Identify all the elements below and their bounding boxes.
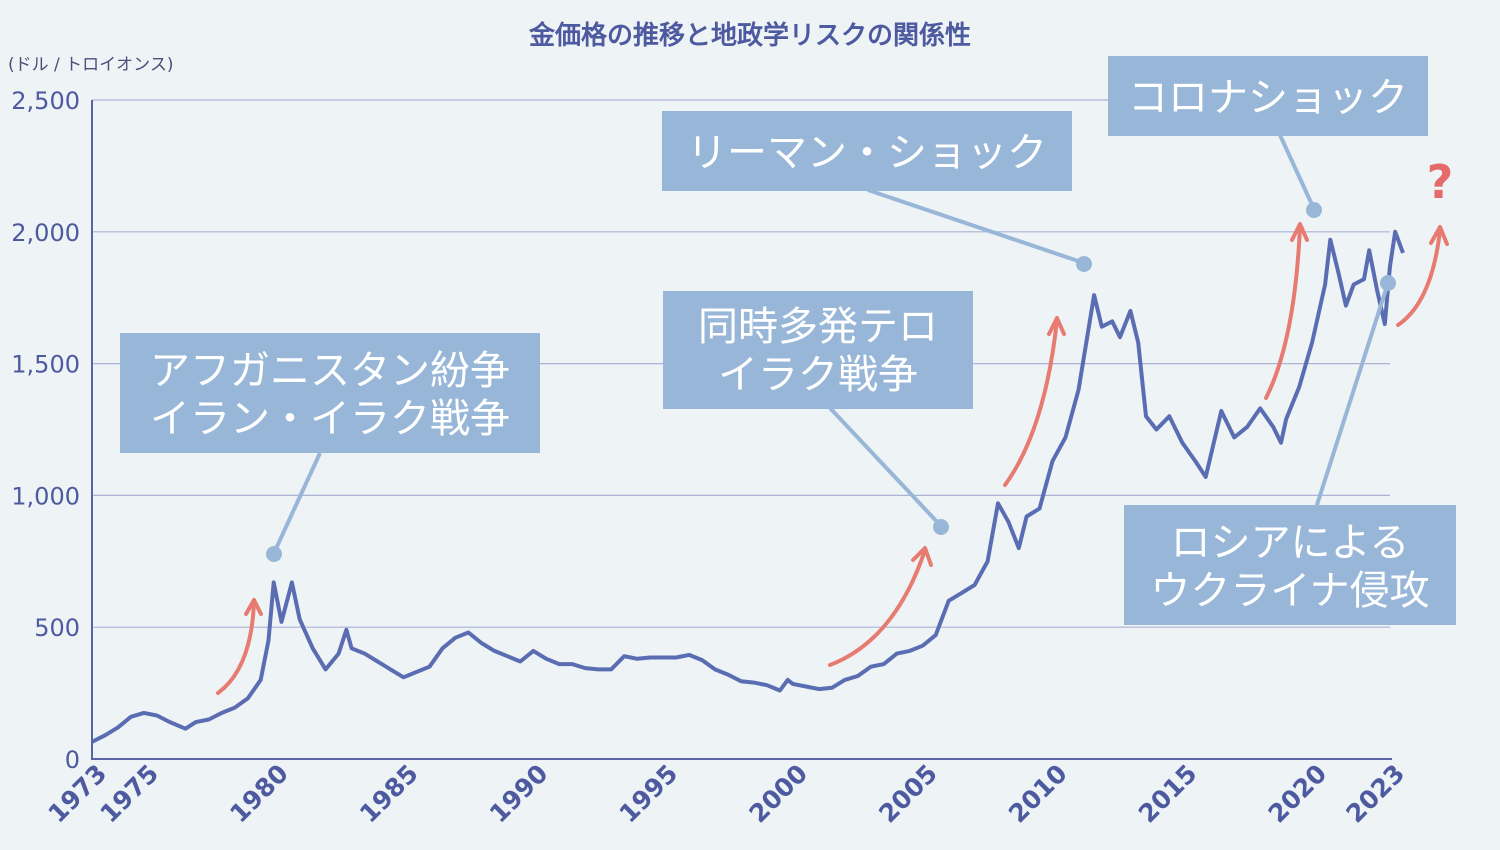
arrow-future bbox=[1396, 228, 1442, 327]
annotation-line: コロナショック bbox=[1128, 75, 1408, 121]
arrow-2008-head bbox=[1047, 316, 1066, 336]
y-tick-label: 0 bbox=[65, 746, 80, 774]
x-tick-label: 1995 bbox=[614, 759, 684, 829]
annotation-lehman: リーマン・ショック bbox=[662, 111, 1072, 191]
arrow-1979-head bbox=[244, 598, 263, 616]
leader-dot-terror bbox=[933, 519, 949, 535]
annotation-line: アフガニスタン紛争 bbox=[150, 348, 510, 394]
arrow-1979 bbox=[216, 598, 256, 695]
annotation-line: イラク戦争 bbox=[718, 352, 918, 398]
annotation-box bbox=[1124, 505, 1456, 625]
chart-title: 金価格の推移と地政学リスクの関係性 bbox=[528, 20, 971, 51]
annotation-line: ウクライナ侵攻 bbox=[1150, 568, 1429, 614]
x-tick-label: 1990 bbox=[484, 759, 554, 829]
annotation-box bbox=[1108, 56, 1428, 136]
arrow-2020-head bbox=[1290, 222, 1309, 242]
annotation-afghan: アフガニスタン紛争 イラン・イラク戦争 bbox=[120, 333, 540, 453]
leader-dot-afghan bbox=[266, 546, 282, 562]
annotation-leaders bbox=[266, 134, 1396, 562]
question-mark: ? bbox=[1427, 155, 1454, 209]
x-tick-label: 1975 bbox=[94, 759, 164, 829]
annotation-box bbox=[663, 291, 973, 409]
annotation-corona: コロナショック bbox=[1108, 56, 1428, 136]
leader-corona bbox=[1278, 134, 1316, 210]
y-tick-label: 2,000 bbox=[11, 219, 80, 247]
gold-price-series bbox=[91, 229, 1405, 744]
annotation-box bbox=[120, 333, 540, 453]
x-tick-label: 1980 bbox=[224, 759, 294, 829]
y-unit-label: (ドル / トロイオンス) bbox=[8, 55, 173, 75]
arrow-2008 bbox=[1003, 318, 1059, 487]
x-tick-label: 2015 bbox=[1133, 759, 1203, 829]
y-tick-label: 2,500 bbox=[11, 87, 80, 115]
y-tick-label: 500 bbox=[34, 614, 80, 642]
arrow-future-head bbox=[1429, 225, 1449, 246]
annotation-box bbox=[662, 111, 1072, 191]
x-tick-label: 2010 bbox=[1003, 759, 1073, 829]
annotation-line: 同時多発テロ bbox=[698, 304, 938, 350]
leader-dot-lehman bbox=[1076, 256, 1092, 272]
annotation-line: イラン・イラク戦争 bbox=[150, 396, 510, 442]
x-tick-label: 2005 bbox=[873, 759, 943, 829]
x-tick-label: 2023 bbox=[1341, 759, 1411, 829]
annotation-ukraine: ロシアによる ウクライナ侵攻 bbox=[1124, 505, 1456, 625]
trend-arrows bbox=[216, 222, 1449, 695]
x-tick-label: 2020 bbox=[1263, 759, 1333, 829]
annotation-terror: 同時多発テロ イラク戦争 bbox=[663, 291, 973, 409]
x-tick-label: 1985 bbox=[354, 759, 424, 829]
annotation-line: リーマン・ショック bbox=[687, 130, 1047, 176]
arrow-2005-head bbox=[911, 546, 933, 567]
arrow-2005 bbox=[828, 548, 927, 667]
leader-dot-corona bbox=[1306, 202, 1322, 218]
annotation-line: ロシアによる bbox=[1171, 520, 1410, 566]
leader-dot-ukraine bbox=[1380, 275, 1396, 291]
y-tick-label: 1,500 bbox=[11, 351, 80, 379]
leader-lehman bbox=[867, 188, 1085, 265]
leader-terror bbox=[828, 406, 943, 528]
leader-ukraine bbox=[1314, 282, 1390, 509]
y-axis-ticks: 0 500 1,000 1,500 2,000 2,500 bbox=[11, 87, 80, 774]
y-tick-label: 1,000 bbox=[11, 482, 80, 510]
x-tick-label: 2000 bbox=[743, 759, 813, 829]
arrow-2020 bbox=[1264, 224, 1302, 400]
leader-afghan bbox=[272, 452, 322, 554]
